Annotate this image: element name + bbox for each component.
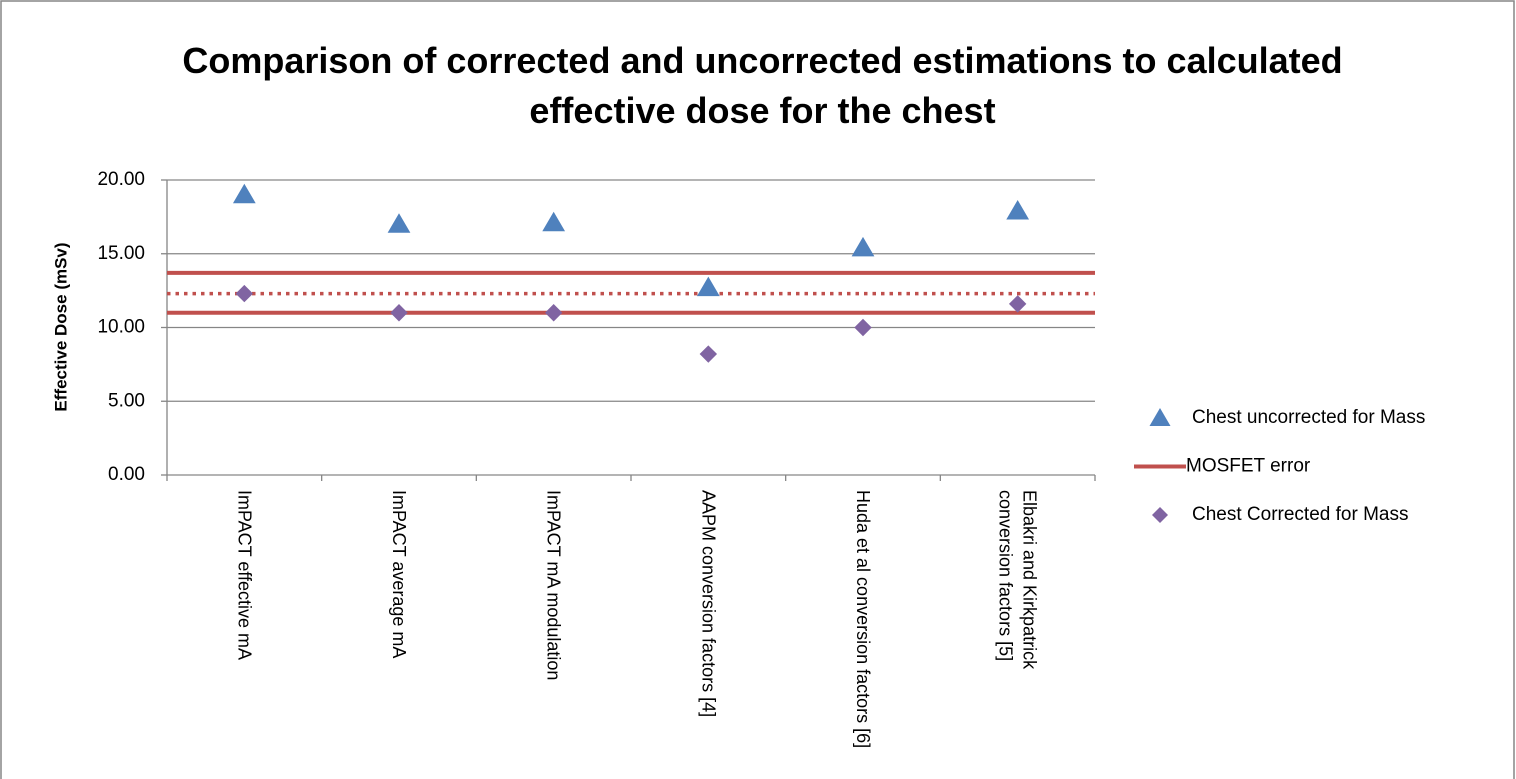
y-tick-label: 20.00 bbox=[97, 169, 145, 190]
y-tick-label: 15.00 bbox=[97, 243, 145, 264]
diamond-marker bbox=[544, 304, 563, 322]
diamond-marker bbox=[235, 284, 254, 303]
y-tick-label: 10.00 bbox=[97, 317, 145, 338]
triangle-marker bbox=[696, 276, 720, 297]
x-tick-label: Elbakri and Kirkpatrick conversion facto… bbox=[995, 490, 1040, 670]
diamond-marker bbox=[390, 304, 408, 322]
legend-label: Chest Corrected for Mass bbox=[1192, 504, 1408, 525]
triangle-marker bbox=[851, 236, 875, 257]
x-tick-label: AAPM conversion factors [4] bbox=[698, 490, 719, 718]
triangle-marker bbox=[232, 183, 256, 204]
legend-label: Chest uncorrected for Mass bbox=[1192, 407, 1425, 428]
triangle-marker bbox=[1006, 199, 1030, 220]
x-tick-label: Huda et al conversion factors [6] bbox=[853, 490, 873, 749]
diamond-marker bbox=[1008, 295, 1027, 313]
chart-title: Comparison of corrected and uncorrected … bbox=[182, 40, 1343, 131]
legend-label: MOSFET error bbox=[1186, 456, 1311, 477]
x-tick-label: ImPACT mA modulation bbox=[543, 490, 564, 681]
y-tick-label: 5.00 bbox=[108, 390, 145, 411]
x-tick-label: ImPACT effective mA bbox=[234, 490, 255, 661]
x-tick-label: ImPACT average mA bbox=[389, 490, 409, 659]
legend-marker bbox=[1149, 408, 1171, 426]
triangle-marker bbox=[387, 213, 411, 233]
legend-marker bbox=[1152, 507, 1168, 523]
diamond-marker bbox=[699, 345, 718, 363]
diamond-marker bbox=[854, 318, 872, 337]
y-tick-label: 0.00 bbox=[108, 464, 145, 485]
triangle-marker bbox=[542, 211, 566, 232]
y-axis-label: Effective Dose (mSv) bbox=[51, 242, 70, 411]
